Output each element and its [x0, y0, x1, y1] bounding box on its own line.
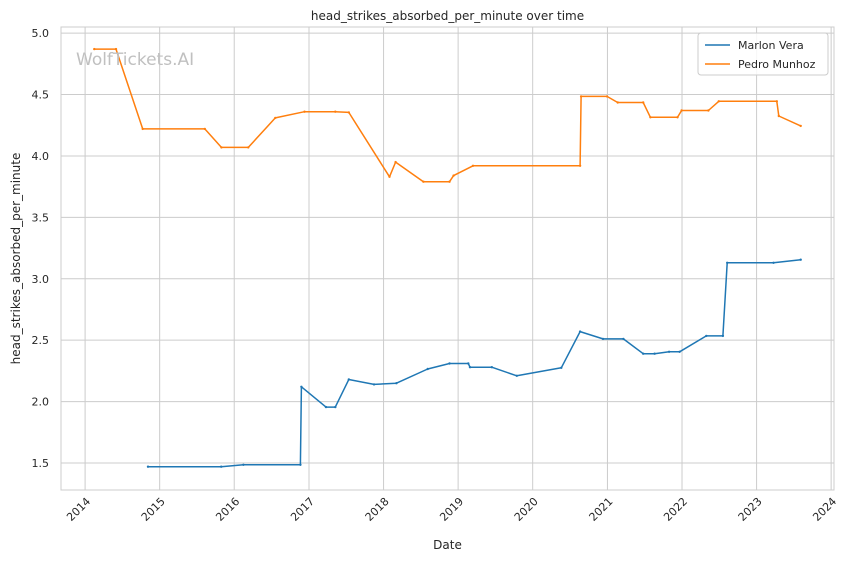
plot-frame — [60, 26, 835, 491]
data-point-marlon-vera-26 — [726, 261, 729, 264]
y-tick-label: 2.5 — [32, 334, 50, 347]
legend-label-pedro-munhoz: Pedro Munhoz — [738, 58, 816, 71]
data-point-marlon-vera-7 — [347, 378, 350, 381]
data-point-marlon-vera-3 — [299, 463, 302, 466]
data-point-pedro-munhoz-5 — [247, 146, 250, 149]
data-point-marlon-vera-25 — [721, 334, 725, 338]
data-point-marlon-vera-6 — [334, 405, 337, 409]
data-point-marlon-vera-15 — [515, 374, 518, 377]
data-point-marlon-vera-12 — [467, 362, 470, 365]
legend-box — [697, 32, 829, 76]
x-tick-label: 2016 — [213, 495, 242, 524]
data-point-marlon-vera-20 — [642, 352, 645, 355]
data-point-marlon-vera-21 — [653, 352, 656, 355]
data-point-pedro-munhoz-28 — [799, 124, 802, 128]
data-point-marlon-vera-11 — [448, 362, 451, 365]
data-point-pedro-munhoz-26 — [775, 100, 778, 103]
data-point-pedro-munhoz-14 — [452, 174, 455, 177]
data-point-marlon-vera-1 — [220, 465, 223, 468]
data-point-marlon-vera-19 — [622, 337, 625, 341]
legend: Marlon Vera Pedro Munhoz — [697, 32, 829, 76]
data-point-pedro-munhoz-16 — [578, 164, 582, 167]
y-tick-label: 2.0 — [32, 396, 50, 409]
x-tick-label: 2019 — [437, 495, 466, 524]
data-point-pedro-munhoz-27 — [777, 114, 780, 118]
legend-label-marlon-vera: Marlon Vera — [738, 39, 804, 52]
data-point-marlon-vera-9 — [395, 382, 398, 385]
data-point-pedro-munhoz-21 — [649, 116, 652, 119]
data-point-pedro-munhoz-23 — [680, 109, 683, 112]
data-point-marlon-vera-10 — [426, 367, 429, 371]
y-axis-title: head_strikes_absorbed_per_minute — [9, 153, 23, 365]
data-point-pedro-munhoz-19 — [616, 101, 619, 104]
data-point-marlon-vera-2 — [242, 463, 245, 466]
data-point-pedro-munhoz-2 — [141, 127, 144, 131]
data-point-marlon-vera-28 — [799, 258, 802, 261]
series-lines — [93, 47, 802, 468]
data-point-marlon-vera-23 — [678, 350, 681, 353]
data-point-marlon-vera-17 — [578, 330, 582, 333]
x-tick-label: 2014 — [64, 495, 93, 524]
data-point-pedro-munhoz-25 — [717, 100, 720, 103]
y-tick-label: 4.5 — [32, 89, 50, 102]
y-tick-label: 1.5 — [32, 457, 50, 470]
data-point-pedro-munhoz-12 — [422, 180, 425, 183]
x-tick-label: 2021 — [587, 495, 616, 524]
data-point-pedro-munhoz-20 — [642, 101, 645, 104]
data-point-marlon-vera-4 — [300, 385, 303, 388]
x-tick-label: 2015 — [139, 495, 168, 524]
data-point-pedro-munhoz-15 — [471, 164, 475, 167]
x-axis-title: Date — [433, 538, 462, 552]
data-point-pedro-munhoz-10 — [388, 175, 391, 178]
data-point-pedro-munhoz-6 — [274, 116, 277, 120]
data-point-pedro-munhoz-13 — [448, 180, 451, 183]
data-point-pedro-munhoz-24 — [707, 109, 710, 112]
y-tick-label: 3.0 — [32, 273, 50, 286]
data-point-marlon-vera-8 — [372, 383, 376, 386]
x-tick-label: 2022 — [661, 495, 690, 524]
y-tick-label: 5.0 — [32, 27, 50, 40]
x-tick-label: 2017 — [288, 495, 317, 524]
x-tick-label: 2018 — [363, 495, 392, 524]
data-point-pedro-munhoz-4 — [220, 146, 223, 149]
data-point-marlon-vera-16 — [560, 366, 563, 369]
data-point-marlon-vera-22 — [667, 350, 671, 353]
plot-background — [61, 27, 834, 490]
data-point-marlon-vera-27 — [772, 261, 775, 264]
y-tick-label: 3.5 — [32, 211, 50, 224]
data-point-pedro-munhoz-22 — [676, 116, 679, 119]
data-point-marlon-vera-14 — [490, 366, 493, 369]
data-point-pedro-munhoz-8 — [334, 110, 337, 113]
grid-lines — [61, 27, 834, 490]
data-point-pedro-munhoz-0 — [93, 47, 96, 51]
data-point-pedro-munhoz-11 — [394, 160, 397, 164]
data-point-marlon-vera-5 — [324, 405, 328, 409]
x-tick-label: 2020 — [512, 495, 541, 524]
data-point-pedro-munhoz-7 — [303, 110, 306, 113]
data-point-marlon-vera-24 — [705, 334, 708, 338]
data-point-pedro-munhoz-3 — [203, 127, 206, 131]
x-tick-labels: 2014 2015 2016 2017 2018 2019 2020 2021 2022 2023… — [64, 495, 839, 524]
data-point-pedro-munhoz-17 — [579, 95, 583, 98]
data-point-marlon-vera-0 — [146, 465, 150, 468]
data-point-pedro-munhoz-18 — [605, 95, 609, 98]
y-tick-labels: 1.5 2.0 2.5 3.0 3.5 4.0 4.5 5.0 — [32, 27, 50, 470]
data-point-pedro-munhoz-9 — [347, 111, 350, 114]
data-point-marlon-vera-13 — [468, 366, 472, 369]
x-tick-label: 2023 — [736, 495, 765, 524]
chart-title: head_strikes_absorbed_per_minute over ti… — [311, 9, 584, 23]
watermark-text: WolfTickets.AI — [76, 50, 194, 70]
y-tick-label: 4.0 — [32, 150, 50, 163]
data-point-marlon-vera-18 — [601, 337, 605, 341]
data-point-pedro-munhoz-1 — [114, 47, 118, 51]
x-tick-label: 2024 — [810, 495, 839, 524]
